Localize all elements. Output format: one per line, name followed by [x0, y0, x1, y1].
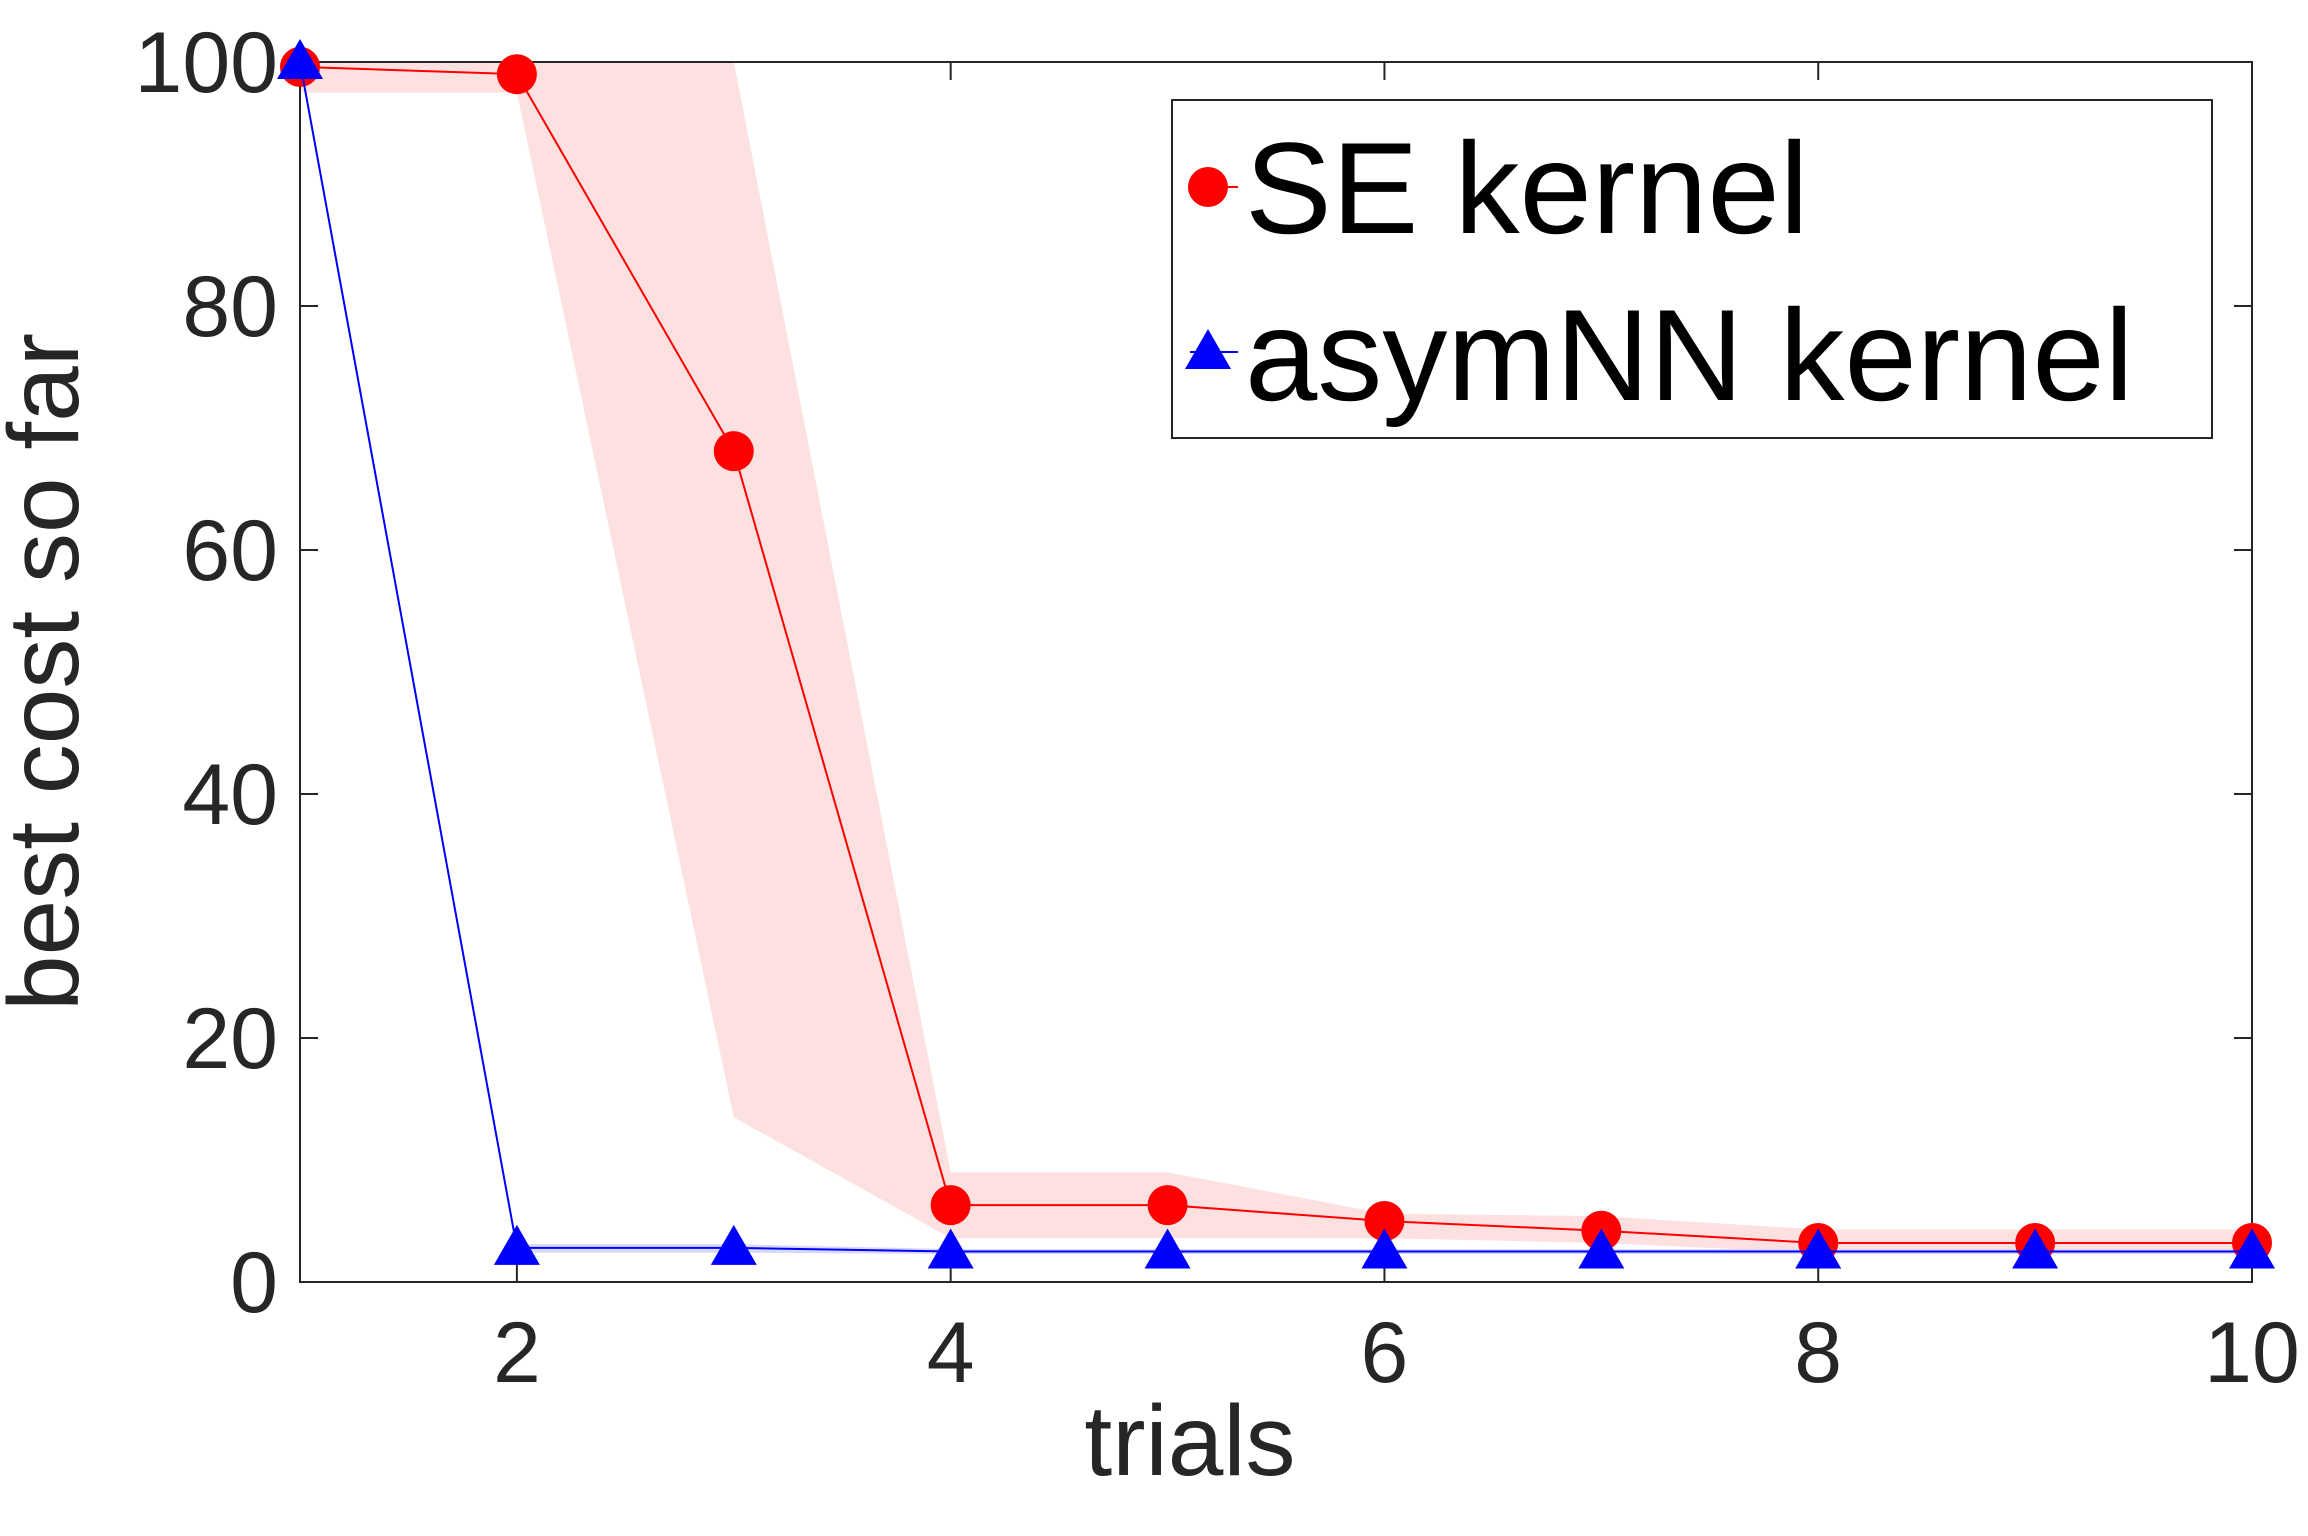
point-series-0-1: [496, 54, 537, 95]
x-axis-label: trials: [1084, 1385, 1295, 1497]
point-series-1-3: [927, 1228, 974, 1269]
point-series-0-3: [930, 1185, 971, 1226]
series-line-0: [299, 65, 2252, 1244]
x-tick-label-4: 10: [2204, 1305, 2300, 1401]
y-axis-label: best cost so far: [0, 333, 100, 1011]
plot-area-frame: [299, 61, 2253, 1283]
point-series-1-6: [1578, 1228, 1625, 1269]
point-series-1-2: [710, 1224, 757, 1265]
legend-label-se: SE kernel: [1245, 115, 1809, 261]
x-tick-label-0: 2: [493, 1305, 541, 1401]
x-tick-label-1: 4: [927, 1305, 975, 1401]
confidence-bands: [300, 62, 2252, 1254]
x-tick-label-3: 8: [1794, 1305, 1842, 1401]
y-tick-label-0: 0: [230, 1235, 278, 1331]
y-tick-label-4: 80: [182, 259, 278, 355]
point-series-1-7: [1795, 1228, 1842, 1269]
legend-label-asymnn: asymNN kernel: [1245, 282, 2134, 428]
y-tick-label-5: 100: [135, 15, 279, 111]
point-series-0-5: [1364, 1201, 1405, 1241]
point-series-1-5: [1361, 1228, 1408, 1269]
y-tick-label-3: 60: [182, 503, 278, 599]
y-tick-label-1: 20: [182, 991, 278, 1087]
legend: SE kernel asymNN kernel: [1171, 99, 2213, 439]
series-layer: [277, 39, 2275, 1269]
point-series-0-4: [1147, 1185, 1188, 1226]
legend-marker-asymnn: [1185, 329, 1231, 369]
legend-box: [1171, 99, 2213, 439]
band-series-0: [300, 62, 2252, 1253]
series-line-1: [299, 61, 2252, 1253]
point-series-0-2: [713, 431, 754, 472]
point-series-1-4: [1144, 1228, 1191, 1269]
x-tick-label-2: 6: [1361, 1305, 1409, 1401]
point-series-1-0: [277, 39, 323, 79]
legend-marker-se: [1188, 167, 1228, 207]
point-series-1-1: [493, 1224, 540, 1265]
point-series-1-8: [2012, 1228, 2059, 1269]
point-series-1-9: [2229, 1228, 2275, 1269]
y-tick-label-2: 40: [182, 747, 278, 843]
